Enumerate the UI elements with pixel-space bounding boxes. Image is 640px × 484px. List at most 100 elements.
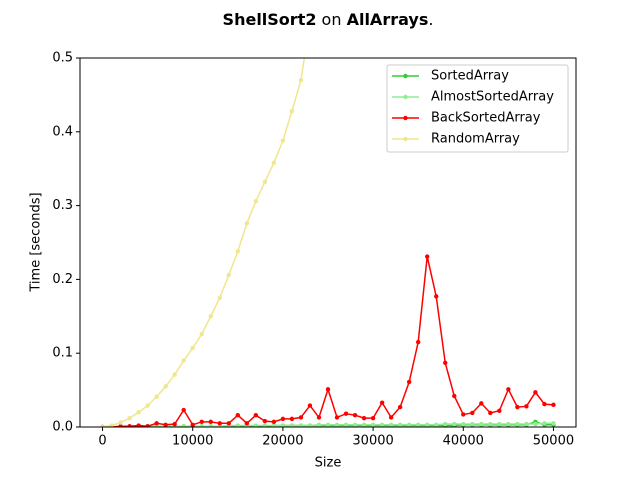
data-point [443, 421, 448, 427]
data-point [542, 401, 547, 407]
data-point [334, 415, 340, 420]
data-point [307, 423, 313, 427]
data-point [434, 422, 439, 427]
title-part: on [316, 10, 346, 29]
data-point [154, 421, 159, 426]
data-point [145, 403, 150, 408]
data-point [208, 424, 213, 427]
y-tick-label: 0.3 [52, 198, 73, 213]
data-point [379, 422, 385, 427]
data-point [533, 421, 538, 427]
data-point [443, 360, 448, 365]
data-point [280, 138, 286, 143]
legend-label: AlmostSortedArray [431, 90, 554, 105]
data-point [172, 372, 177, 377]
data-point [118, 420, 123, 425]
data-point [415, 422, 421, 427]
data-point [244, 221, 250, 226]
data-point [352, 422, 358, 427]
data-point [118, 424, 123, 427]
data-point [262, 423, 268, 427]
data-point [208, 419, 213, 425]
data-point [136, 410, 141, 415]
data-point [127, 415, 132, 421]
axes-frame [79, 57, 577, 428]
data-point [235, 249, 241, 254]
data-point [181, 358, 186, 363]
title-part: ShellSort2 [223, 10, 317, 29]
data-point [253, 412, 259, 418]
data-point [506, 387, 511, 392]
legend-label: SortedArray [431, 69, 509, 84]
data-point [253, 423, 259, 427]
data-point [452, 393, 457, 399]
x-tick-label: 50000 [533, 434, 574, 449]
data-point [163, 422, 168, 427]
data-point [217, 295, 222, 301]
data-point [470, 410, 475, 416]
legend-marker [403, 136, 408, 142]
data-point [100, 424, 105, 427]
data-point [289, 108, 295, 114]
data-point [370, 422, 376, 427]
x-axis-label: Size [315, 456, 342, 471]
data-point [289, 423, 295, 427]
data-point [271, 160, 277, 165]
data-point [235, 412, 241, 418]
data-point [425, 422, 430, 427]
data-point [262, 179, 268, 185]
data-point [316, 415, 322, 420]
data-point [325, 422, 331, 427]
data-point [461, 421, 466, 427]
data-point [361, 422, 367, 427]
data-point [190, 345, 195, 351]
data-point [515, 404, 520, 410]
data-point [280, 416, 286, 422]
data-point [136, 423, 141, 427]
data-point [199, 419, 204, 425]
data-point [388, 422, 394, 427]
data-point [425, 254, 430, 259]
data-point [370, 415, 376, 421]
chart-title: ShellSort2 on AllArrays. [223, 10, 434, 29]
data-point [397, 422, 403, 427]
data-point [361, 415, 367, 421]
data-point [551, 421, 556, 426]
title-part: AllArrays [347, 10, 429, 29]
legend-marker [403, 94, 408, 100]
data-point [289, 416, 295, 422]
data-point [127, 424, 132, 427]
data-point [199, 424, 204, 427]
data-point [262, 418, 268, 424]
data-point [199, 331, 204, 337]
data-point [524, 404, 529, 409]
data-point [352, 412, 358, 418]
data-point [316, 422, 322, 427]
data-point [343, 411, 349, 416]
title-part: . [428, 10, 433, 29]
data-point [479, 421, 484, 427]
data-point [253, 198, 259, 204]
y-tick-label: 0.2 [52, 272, 73, 287]
y-tick-label: 0.0 [52, 420, 73, 435]
data-point [244, 421, 250, 426]
data-point [163, 384, 168, 389]
data-point [217, 421, 222, 426]
data-point [235, 423, 241, 427]
data-point [298, 423, 304, 427]
data-point [488, 410, 493, 416]
data-point [109, 423, 114, 427]
data-point [181, 407, 186, 413]
data-point [154, 394, 159, 399]
y-tick-label: 0.4 [52, 124, 73, 139]
data-point [343, 422, 349, 427]
data-point [542, 421, 547, 426]
y-tick-label: 0.5 [52, 51, 73, 66]
data-point [226, 272, 231, 278]
data-point [325, 387, 331, 392]
data-point [497, 421, 502, 427]
data-point [470, 421, 475, 427]
data-point [271, 423, 277, 427]
data-point [488, 421, 493, 427]
plot-area [100, 58, 556, 427]
